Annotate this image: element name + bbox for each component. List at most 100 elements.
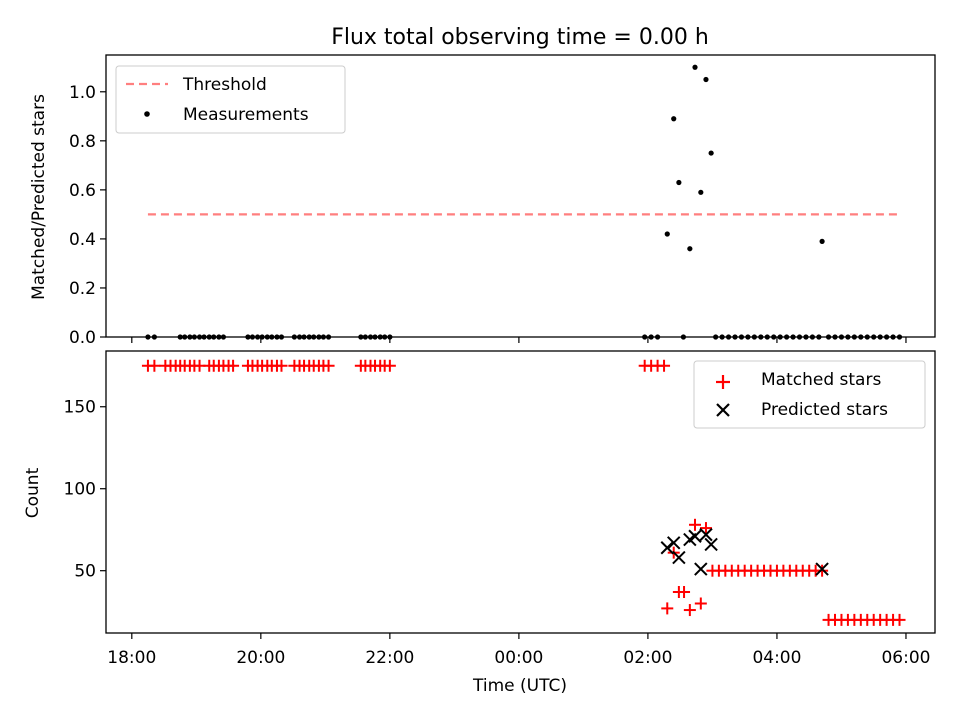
matched-star-marker (816, 564, 829, 577)
x-tick-label: 22:00 (365, 648, 414, 668)
predicted-star-marker (699, 527, 713, 542)
matched-star-marker (275, 359, 288, 372)
predicted-star-marker (688, 529, 702, 543)
x-tick-label: 04:00 (752, 648, 801, 668)
measurement-point (838, 334, 845, 340)
measurement-point (306, 334, 312, 340)
top-panel: 0.0 0.2 0.4 0.6 0.8 1.0 Matched/Predicted sta… (29, 54, 936, 348)
bottom-y-tick-label: 150 (64, 398, 96, 418)
measurement-point (738, 334, 745, 340)
predicted-legend-label: Predicted stars (761, 400, 888, 420)
measurements-points (145, 64, 903, 340)
x-tick-label: 02:00 (623, 648, 672, 668)
measurement-point (216, 334, 222, 340)
measurement-point (664, 231, 670, 237)
measurement-point (311, 334, 317, 340)
measurement-point (187, 334, 193, 340)
measurement-point (816, 334, 822, 340)
measurement-point (382, 334, 388, 340)
predicted-star-marker-b (660, 541, 674, 555)
predicted-star-marker (660, 541, 674, 555)
bottom-legend: Matched stars Predicted stars (693, 360, 926, 429)
measurement-point (325, 334, 332, 340)
measurement-point (803, 334, 809, 340)
measurement-point (274, 334, 280, 340)
measurement-point (680, 334, 686, 340)
measurement-point (648, 334, 654, 340)
matched-legend-swatch (716, 375, 730, 389)
matched-star-marker (678, 586, 691, 599)
measurement-point (819, 238, 825, 244)
top-y-ticks: 0.0 0.2 0.4 0.6 0.8 1.0 (69, 83, 106, 348)
measurement-point (151, 334, 157, 340)
measurement-point (191, 334, 197, 340)
measurement-point (211, 334, 217, 340)
measurement-point (182, 334, 188, 340)
predicted-star-marker (704, 537, 718, 552)
matched-star-marker (658, 359, 671, 372)
predicted-star-marker-b (672, 550, 686, 565)
measurement-point (884, 334, 890, 340)
measurement-point (784, 334, 790, 340)
bottom-x-ticks: 18:00 20:00 22:00 00:00 02:00 04:00 06:00 (107, 633, 930, 668)
measurement-point (291, 334, 297, 340)
measurement-point (758, 334, 764, 340)
x-tick-label: 00:00 (494, 648, 543, 668)
x-axis-label: Time (UTC) (472, 676, 567, 696)
measurement-point (362, 334, 368, 340)
top-y-axis-label: Matched/Predicted stars (29, 94, 49, 300)
measurement-point (777, 334, 783, 340)
x-tick-label: 18:00 (107, 648, 156, 668)
measurement-point (725, 334, 732, 340)
bottom-panel: 50 100 150 18:00 20:00 22:00 00:00 02:00 04:00 0… (23, 350, 936, 696)
top-y-tick-label: 1.0 (69, 83, 96, 103)
measurement-point (196, 334, 203, 340)
predicted-star-marker-b (815, 562, 829, 576)
measurement-point (301, 334, 307, 340)
top-y-tick-label: 0.6 (69, 181, 96, 201)
measurement-point (871, 334, 877, 340)
predicted-legend-swatch (716, 403, 730, 417)
measurement-point (698, 189, 704, 195)
measurement-point (320, 334, 327, 340)
predicted-star-marker (667, 536, 681, 550)
top-y-tick-label: 0.4 (69, 230, 96, 250)
top-legend-box (115, 65, 346, 134)
measurement-point (687, 246, 693, 252)
measurement-point (719, 334, 725, 340)
measurement-point (259, 334, 265, 340)
measurement-point (372, 334, 378, 340)
measurement-point (703, 76, 709, 83)
predicted-star-marker-b (667, 536, 681, 550)
bottom-y-tick-label: 100 (64, 480, 96, 500)
measurement-point (145, 334, 151, 340)
measurement-point (367, 334, 374, 340)
x-tick-label: 06:00 (881, 648, 930, 668)
matched-star-marker (893, 613, 906, 626)
matched-star-marker (227, 359, 240, 372)
measurement-point (249, 334, 256, 340)
threshold-legend-label: Threshold (182, 75, 267, 95)
measurement-point (745, 334, 751, 340)
measurement-point (732, 334, 738, 340)
measurement-point (206, 334, 212, 340)
top-y-tick-label: 0.8 (69, 132, 96, 152)
matched-star-marker (148, 359, 161, 372)
measurement-point (654, 334, 661, 340)
measurement-point (858, 334, 864, 340)
measurement-point (377, 334, 383, 340)
chart-title: Flux total observing time = 0.00 h (331, 25, 709, 50)
bottom-y-axis-label: Count (23, 467, 43, 518)
matched-star-marker (689, 518, 702, 531)
top-legend: Threshold Measurements (115, 65, 346, 134)
predicted-star-marker-b (699, 527, 713, 542)
measurement-point (264, 334, 270, 340)
measurement-point (864, 334, 870, 340)
matched-star-marker (683, 604, 696, 617)
measurement-point (642, 334, 648, 340)
measurements-legend-label: Measurements (183, 105, 309, 125)
top-y-tick-label: 0.0 (69, 328, 96, 348)
measurements-legend-swatch (144, 111, 150, 117)
measurement-point (177, 334, 183, 340)
